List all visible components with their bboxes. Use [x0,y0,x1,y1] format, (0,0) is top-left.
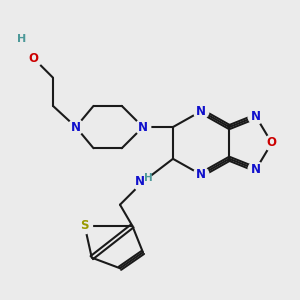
Circle shape [264,135,280,151]
Circle shape [77,218,92,234]
Text: O: O [267,136,277,149]
Text: N: N [138,121,148,134]
Text: H: H [16,34,26,44]
Circle shape [133,172,153,192]
Text: N: N [196,168,206,181]
Text: N: N [134,175,144,188]
Circle shape [14,32,28,46]
Circle shape [135,119,151,135]
Text: N: N [196,105,206,118]
Text: H: H [144,172,153,182]
Text: N: N [71,121,81,134]
Text: S: S [80,219,89,232]
Circle shape [248,109,264,124]
Text: O: O [28,52,38,65]
Circle shape [68,119,84,135]
Text: N: N [251,163,261,176]
Text: N: N [251,110,261,123]
Circle shape [194,103,209,119]
Circle shape [248,162,264,177]
Circle shape [25,50,42,67]
Circle shape [194,167,209,182]
